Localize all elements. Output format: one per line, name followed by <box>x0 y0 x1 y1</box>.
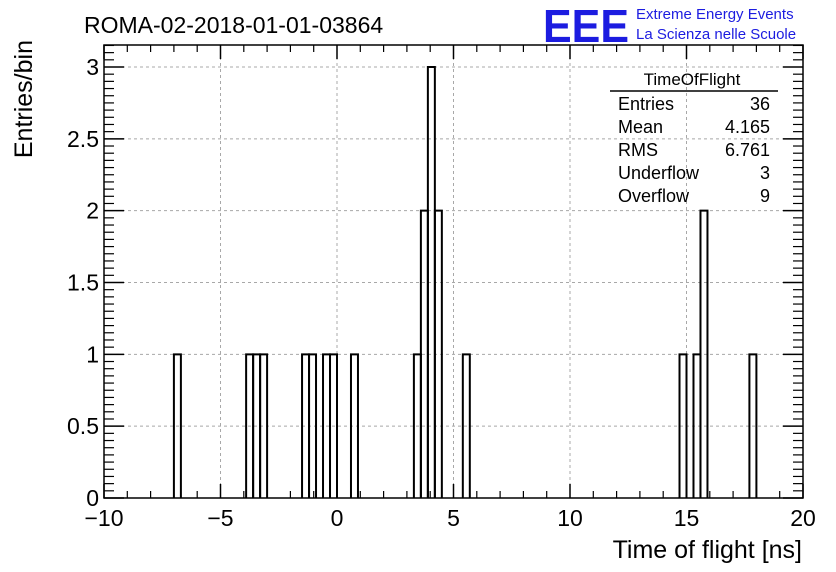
stats-row-label: Overflow <box>618 186 690 206</box>
histogram-bar <box>678 353 688 498</box>
logo-line-1: Extreme Energy Events <box>636 6 794 23</box>
stats-row-value: 4.165 <box>725 117 770 137</box>
chart-title: ROMA-02-2018-01-01-03864 <box>84 12 383 38</box>
stats-box-title: TimeOfFlight <box>644 70 741 89</box>
logo-line-2: La Scienza nelle Scuole <box>636 26 796 43</box>
x-tick-label: 5 <box>447 505 460 531</box>
eee-logo-mark: EEE <box>543 0 629 52</box>
stats-row-label: RMS <box>618 140 658 160</box>
histogram-bar <box>308 353 318 498</box>
stats-row-value: 3 <box>760 163 770 183</box>
stats-row-label: Mean <box>618 117 663 137</box>
x-tick-label: 0 <box>331 505 344 531</box>
y-axis: 0 0.5 1 1.5 2 2.5 3 <box>67 44 803 511</box>
stats-box: TimeOfFlight Entries 36 Mean 4.165 RMS 6.761 U… <box>610 70 778 206</box>
histogram-bar <box>329 353 338 498</box>
x-tick-label: 10 <box>557 505 583 531</box>
histogram-bar <box>433 209 443 498</box>
y-axis-label: Entries/bin <box>10 40 38 158</box>
histogram-bar <box>259 353 269 498</box>
y-tick-label: 1 <box>86 341 99 367</box>
x-tick-label: −10 <box>84 505 123 531</box>
x-tick-label: −5 <box>207 505 233 531</box>
grid <box>104 45 803 498</box>
histogram-bar <box>349 353 359 498</box>
histogram-bar <box>172 353 182 498</box>
stats-row-label: Entries <box>618 94 674 114</box>
x-tick-label: 15 <box>674 505 700 531</box>
histogram-bar <box>699 209 709 498</box>
y-tick-label: 2.5 <box>67 126 99 152</box>
stats-row-value: 9 <box>760 186 770 206</box>
x-axis: −10 −5 0 5 10 15 20 <box>84 45 816 531</box>
x-axis-label: Time of flight [ns] <box>613 536 802 564</box>
histogram-bar <box>748 353 758 498</box>
histogram-bar <box>461 353 471 498</box>
eee-logo: EEE Extreme Energy Events La Scienza nel… <box>543 0 796 52</box>
x-tick-label: 20 <box>790 505 816 531</box>
y-tick-label: 0 <box>86 485 99 511</box>
histogram-bars <box>172 66 758 498</box>
stats-row-value: 6.761 <box>725 140 770 160</box>
y-tick-label: 2 <box>86 198 99 224</box>
y-tick-label: 1.5 <box>67 270 99 296</box>
stats-row-value: 36 <box>750 94 770 114</box>
stats-rows: Entries 36 Mean 4.165 RMS 6.761 Underflow 3 Over… <box>618 94 770 206</box>
y-tick-label: 0.5 <box>67 413 99 439</box>
stats-row-label: Underflow <box>618 163 700 183</box>
y-tick-label: 3 <box>86 54 99 80</box>
